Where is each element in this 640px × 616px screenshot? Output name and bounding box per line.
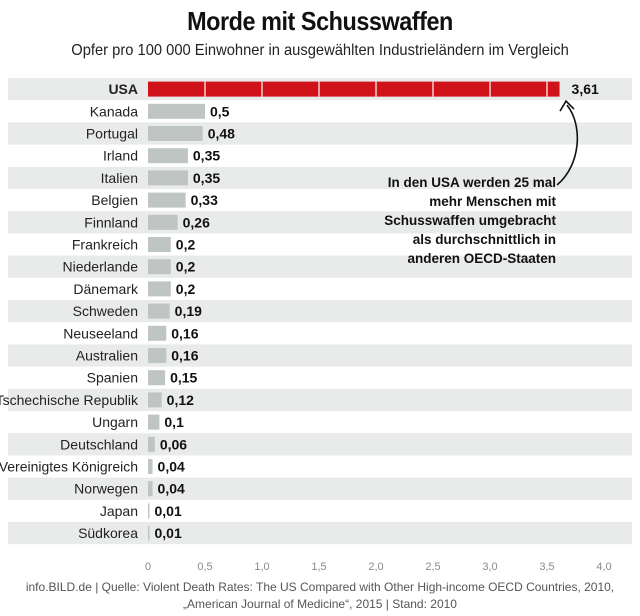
value-label: 0,16 xyxy=(171,325,198,341)
bar xyxy=(148,525,150,541)
value-label: 0,1 xyxy=(164,414,184,430)
category-label: Kanada xyxy=(90,103,138,119)
category-label: Spanien xyxy=(87,370,138,386)
category-label: Irland xyxy=(103,148,138,164)
annotation-text: mehr Menschen mit xyxy=(429,194,556,209)
value-label: 0,15 xyxy=(170,370,197,386)
value-label: 0,01 xyxy=(155,525,182,541)
bar xyxy=(148,126,203,141)
value-label: 0,33 xyxy=(191,192,218,208)
category-label: Norwegen xyxy=(74,481,138,497)
annotation-text: Schusswaffen umgebracht xyxy=(384,213,556,228)
bar xyxy=(148,459,153,474)
x-tick-label: 0,5 xyxy=(197,561,212,573)
value-label: 0,2 xyxy=(176,259,196,275)
x-tick-label: 4,0 xyxy=(596,561,611,573)
bar xyxy=(148,348,167,363)
bar xyxy=(148,370,166,386)
row-stripe xyxy=(8,477,632,500)
value-label: 0,35 xyxy=(193,148,220,164)
annotation-text: In den USA werden 25 mal xyxy=(388,175,556,190)
value-label: 0,19 xyxy=(175,303,202,319)
category-label: Italien xyxy=(101,170,138,186)
bar xyxy=(148,281,171,297)
value-label: 0,01 xyxy=(155,503,182,519)
x-tick-label: 1,0 xyxy=(254,561,269,573)
row-stripe xyxy=(8,388,632,411)
chart-subtitle: Opfer pro 100 000 Einwohner in ausgewähl… xyxy=(71,42,569,59)
bar xyxy=(148,303,170,319)
category-label: Vereinigtes Königreich xyxy=(0,459,138,475)
x-tick-label: 1,5 xyxy=(311,561,326,573)
value-label: 0,35 xyxy=(193,170,220,186)
category-label: Schweden xyxy=(73,303,138,319)
chart-title: Morde mit Schusswaffen xyxy=(187,6,453,36)
bar xyxy=(148,214,178,230)
row-stripe xyxy=(8,433,632,456)
category-label: Ungarn xyxy=(92,414,138,430)
category-label: Niederlande xyxy=(63,259,139,275)
value-label: 0,26 xyxy=(183,214,210,230)
value-label: 0,2 xyxy=(176,281,196,297)
bar-chart: USA 3,61 Kanada 0,5 Portugal 0,48 Irland 0,35 It… xyxy=(0,78,632,573)
bar xyxy=(148,237,171,252)
x-tick-label: 2,0 xyxy=(368,561,383,573)
x-tick-label: 3,5 xyxy=(539,561,554,573)
bar xyxy=(148,170,188,186)
category-label: Neuseeland xyxy=(63,325,138,341)
category-label: Australien xyxy=(76,348,138,364)
value-label: 0,12 xyxy=(167,392,194,408)
bar-highlight xyxy=(148,81,560,97)
value-label: 0,04 xyxy=(158,459,185,475)
bar xyxy=(148,503,150,519)
x-tick-label: 3,0 xyxy=(482,561,497,573)
annotation-arrow xyxy=(556,104,579,186)
source-line-2: „American Journal of Medicine“, 2015 | S… xyxy=(183,597,457,611)
value-label: 0,2 xyxy=(176,237,196,253)
category-label: Japan xyxy=(100,503,138,519)
row-stripe xyxy=(8,522,632,545)
x-tick-label: 2,5 xyxy=(425,561,440,573)
bar xyxy=(148,192,186,208)
annotation-arrowhead xyxy=(559,99,575,112)
annotation-text: als durchschnittlich in xyxy=(413,232,556,247)
category-label: Deutschland xyxy=(60,436,138,452)
value-label: 0,04 xyxy=(158,481,185,497)
category-label: Portugal xyxy=(86,126,138,142)
bar xyxy=(148,392,162,408)
bar xyxy=(148,103,205,119)
x-tick-label: 0 xyxy=(145,561,151,573)
bar xyxy=(148,259,171,275)
value-label: 0,5 xyxy=(210,103,230,119)
category-label: Belgien xyxy=(91,192,138,208)
bar xyxy=(148,414,160,430)
source-line-1: info.BILD.de | Quelle: Violent Death Rat… xyxy=(25,580,615,594)
annotation-text: anderen OECD-Staaten xyxy=(407,251,556,266)
value-label: 0,48 xyxy=(208,126,235,142)
value-label: 0,06 xyxy=(160,436,187,452)
bar xyxy=(148,325,167,341)
bar xyxy=(148,436,155,452)
bar xyxy=(148,148,188,164)
category-label: Tschechische Republik xyxy=(0,392,139,408)
category-label: Südkorea xyxy=(78,525,138,541)
value-label: 3,61 xyxy=(572,81,599,97)
category-label: USA xyxy=(108,81,138,97)
bar xyxy=(148,481,153,497)
value-label: 0,16 xyxy=(171,348,198,364)
category-label: Frankreich xyxy=(72,237,138,253)
category-label: Dänemark xyxy=(73,281,139,297)
category-label: Finnland xyxy=(84,214,138,230)
